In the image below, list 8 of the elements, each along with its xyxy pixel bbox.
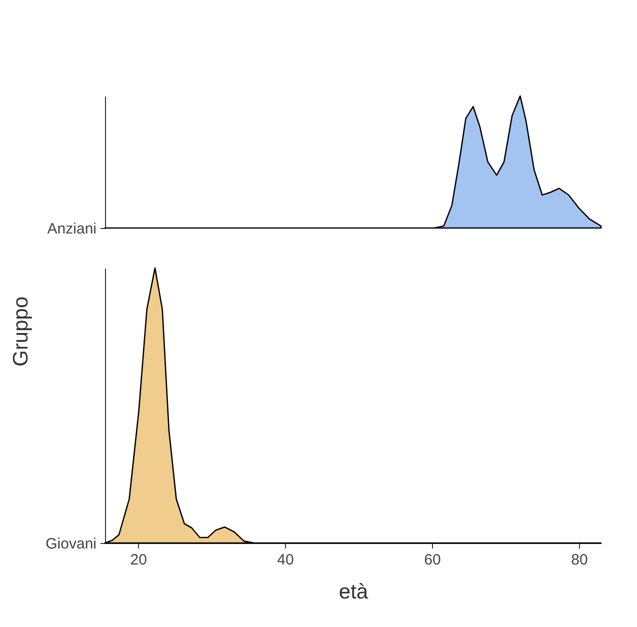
y-axis-title: Gruppo xyxy=(10,296,33,367)
x-tick-label: 40 xyxy=(277,552,294,568)
x-tick-label: 80 xyxy=(571,552,588,568)
x-tick-label: 20 xyxy=(130,552,147,568)
series-label: Anziani xyxy=(47,220,96,238)
x-tick-label: 60 xyxy=(424,552,441,568)
x-axis-title: età xyxy=(338,580,368,604)
series-label: Giovani xyxy=(46,536,96,552)
